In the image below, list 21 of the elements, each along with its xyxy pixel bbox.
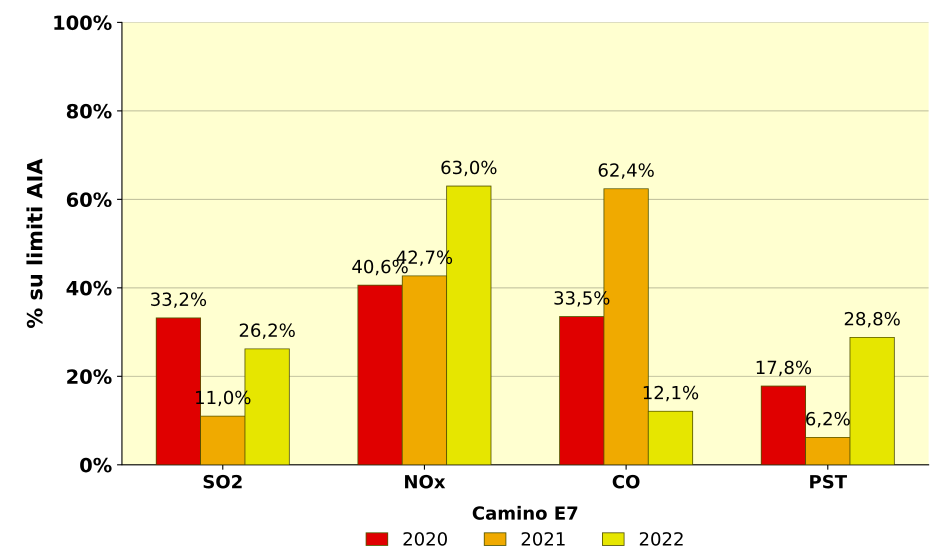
x-tick-label: NOx xyxy=(405,474,446,488)
y-tick-label: 0% xyxy=(80,458,112,472)
x-tick-label: PST xyxy=(810,474,847,488)
y-tick-label: 60% xyxy=(66,192,112,208)
x-tick-label: CO xyxy=(612,474,640,488)
data-label: 28,8% xyxy=(844,312,900,328)
y-tick-label: 80% xyxy=(66,104,112,119)
legend-label: 2022 xyxy=(640,532,683,546)
legend-label: 2020 xyxy=(404,532,447,546)
y-axis-title: % su limiti AIA xyxy=(26,158,43,328)
data-label: 62,4% xyxy=(598,163,654,179)
data-label: 33,2% xyxy=(151,292,206,308)
y-tick-label: 100% xyxy=(54,15,112,30)
data-label: 63,0% xyxy=(441,160,496,176)
legend-label: 2021 xyxy=(522,532,565,546)
x-axis-title: Camino E7 xyxy=(472,506,578,520)
y-tick-label: 40% xyxy=(66,280,112,296)
data-label: 17,8% xyxy=(756,360,812,376)
data-label: 26,2% xyxy=(240,323,295,339)
y-tick-label: 20% xyxy=(67,369,112,384)
x-tick-label: SO2 xyxy=(204,474,242,488)
